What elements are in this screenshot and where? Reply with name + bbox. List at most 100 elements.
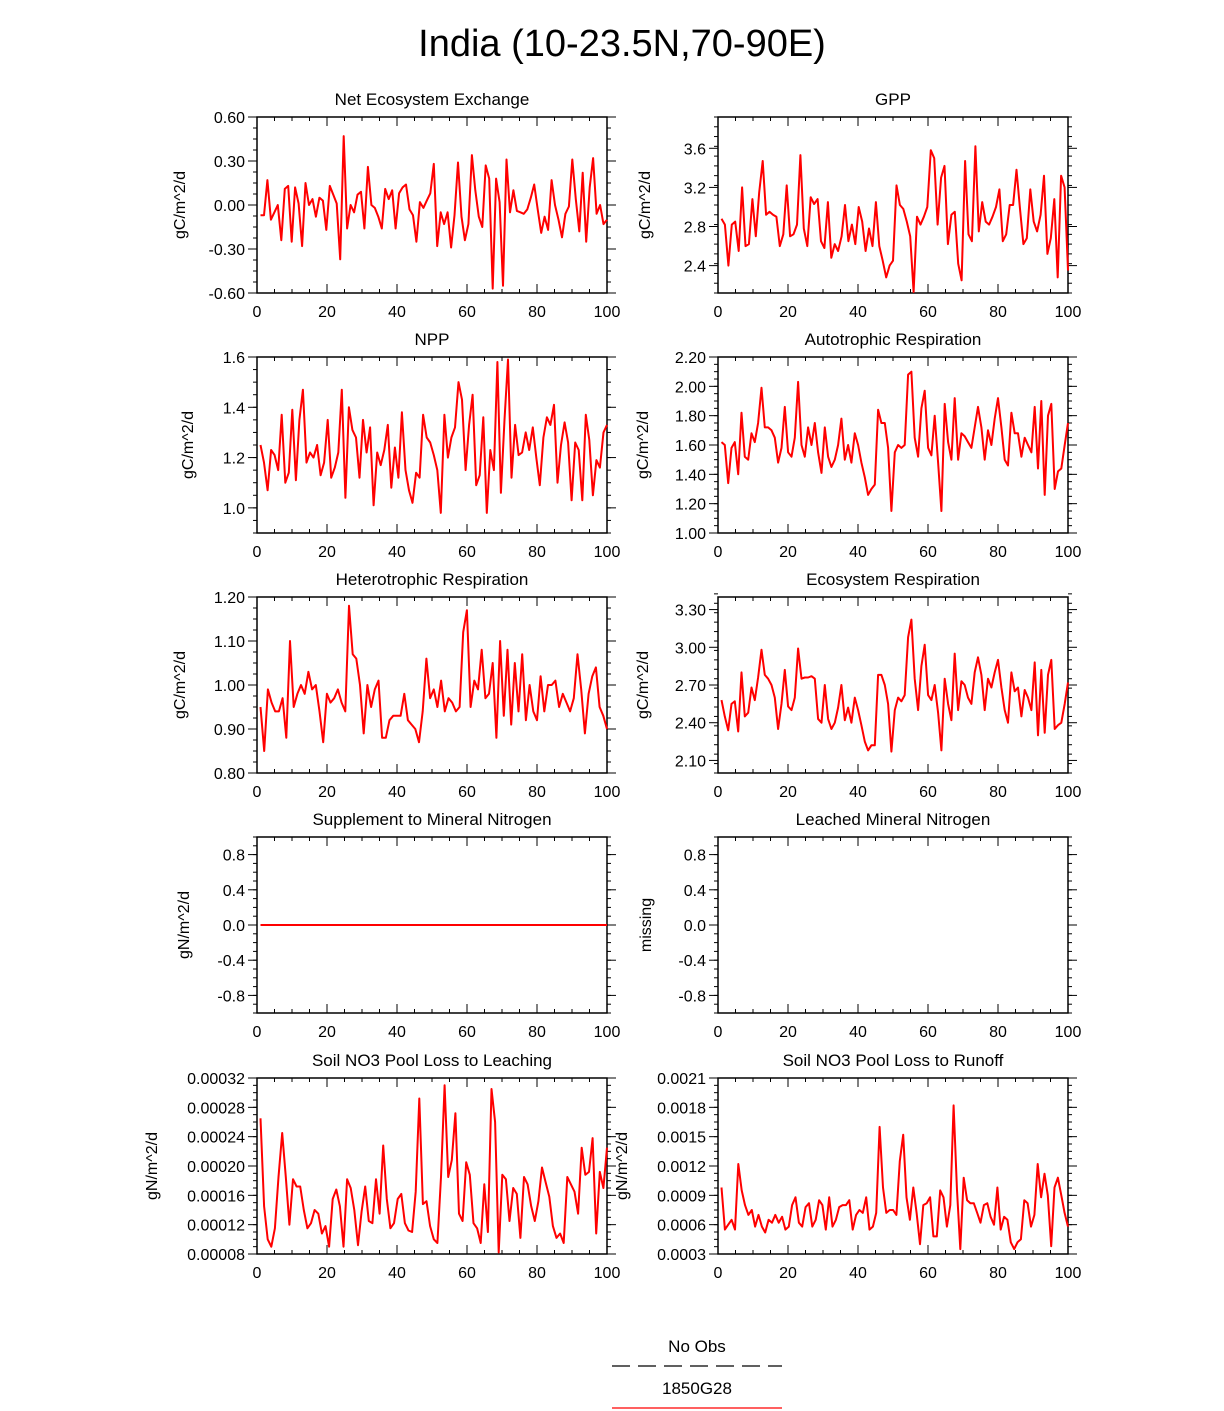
plot-frame <box>256 596 608 774</box>
y-tick-label: -0.30 <box>209 242 246 259</box>
x-tick-label: 20 <box>318 304 336 321</box>
x-tick-label: 60 <box>458 1024 476 1041</box>
x-tick-label: 0 <box>714 1024 723 1041</box>
x-tick-label: 40 <box>849 1265 867 1282</box>
y-axis-label: gC/m^2/d <box>637 171 654 239</box>
series-line-1850g28 <box>260 135 608 290</box>
y-tick-label: -0.4 <box>678 953 706 970</box>
y-tick-label: 1.80 <box>675 409 706 426</box>
chart-panel-10: 0 20 40 60 80 100 0.0003 0.0006 0.0009 0.0012 0.00… <box>614 1051 1081 1282</box>
y-axis-label: gC/m^2/d <box>172 651 189 719</box>
y-tick-label: 0.4 <box>223 883 245 900</box>
x-tick-label: 100 <box>1055 1024 1082 1041</box>
y-tick-label: -0.4 <box>217 953 245 970</box>
y-tick-label: 0.0 <box>223 918 245 935</box>
y-tick-label: 3.00 <box>675 640 706 657</box>
chart-title: Heterotrophic Respiration <box>336 570 529 589</box>
y-tick-label: 1.00 <box>214 678 245 695</box>
x-tick-label: 80 <box>989 544 1007 561</box>
y-tick-label: 0.00020 <box>187 1159 245 1176</box>
y-axis-label: gN/m^2/d <box>144 1132 161 1200</box>
chart-title: Supplement to Mineral Nitrogen <box>312 810 551 829</box>
series-line-1850g28 <box>720 1104 1069 1251</box>
chart-title: GPP <box>875 90 911 109</box>
chart-panel-9: 0 20 40 60 80 100 0.00008 0.00012 0.00016 0.00020… <box>144 1051 620 1282</box>
series-line-1850g28 <box>259 358 608 514</box>
series-line-1850g28 <box>720 145 1069 293</box>
x-tick-label: 80 <box>528 1024 546 1041</box>
series-line-1850g28 <box>720 370 1069 512</box>
x-tick-label: 60 <box>458 544 476 561</box>
x-tick-label: 80 <box>528 544 546 561</box>
x-tick-label: 0 <box>714 784 723 801</box>
y-tick-label: 0.00032 <box>187 1071 245 1088</box>
y-tick-label: -0.8 <box>678 988 706 1005</box>
x-tick-label: 20 <box>779 784 797 801</box>
chart-panel-7: 0 20 40 60 80 100 -0.8 -0.4 0.0 0.4 0.8 Supplement … <box>176 810 620 1041</box>
plot-frame <box>256 356 608 534</box>
y-tick-label: 2.10 <box>675 753 706 770</box>
y-tick-label: 0.0009 <box>657 1188 706 1205</box>
y-tick-label: 0.00008 <box>187 1247 245 1264</box>
x-tick-label: 40 <box>849 784 867 801</box>
x-tick-label: 40 <box>388 1265 406 1282</box>
x-tick-label: 100 <box>1055 304 1082 321</box>
y-tick-label: 0.0006 <box>657 1218 706 1235</box>
y-axis-label: missing <box>638 898 655 952</box>
y-tick-label: 0.90 <box>214 722 245 739</box>
legend-label-no-obs: No Obs <box>668 1337 726 1356</box>
x-tick-label: 80 <box>528 304 546 321</box>
x-tick-label: 20 <box>318 1265 336 1282</box>
y-tick-label: -0.60 <box>209 286 246 303</box>
chart-panel-5: 0 20 40 60 80 100 0.80 0.90 1.00 1.10 1.20 Heterotr… <box>172 570 620 801</box>
chart-panel-3: 0 20 40 60 80 100 1.0 1.2 1.4 1.6 NPP gC/m^2/d <box>180 330 620 561</box>
x-tick-label: 20 <box>318 1024 336 1041</box>
chart-title: Soil NO3 Pool Loss to Leaching <box>312 1051 552 1070</box>
chart-title: Leached Mineral Nitrogen <box>796 810 991 829</box>
y-tick-label: 0.00028 <box>187 1100 245 1117</box>
x-tick-label: 40 <box>388 304 406 321</box>
series-line-1850g28 <box>720 618 1069 753</box>
y-tick-label: 0.0018 <box>657 1100 706 1117</box>
y-tick-label: 1.10 <box>214 634 245 651</box>
x-tick-label: 80 <box>528 784 546 801</box>
y-tick-label: 0.80 <box>214 766 245 783</box>
y-tick-label: 3.30 <box>675 603 706 620</box>
x-tick-label: 80 <box>989 1265 1007 1282</box>
y-tick-label: 0.4 <box>684 883 706 900</box>
x-tick-label: 100 <box>594 784 621 801</box>
y-tick-label: 1.4 <box>223 400 245 417</box>
chart-title: Autotrophic Respiration <box>805 330 982 349</box>
y-tick-label: 0.0 <box>684 918 706 935</box>
x-tick-label: 60 <box>919 1024 937 1041</box>
chart-title: NPP <box>415 330 450 349</box>
x-tick-label: 40 <box>849 1024 867 1041</box>
x-tick-label: 0 <box>714 1265 723 1282</box>
y-tick-label: 1.20 <box>214 590 245 607</box>
legend-label-1850g28: 1850G28 <box>662 1379 732 1398</box>
x-tick-label: 60 <box>458 1265 476 1282</box>
y-tick-label: 0.00 <box>214 198 245 215</box>
x-tick-label: 0 <box>253 1265 262 1282</box>
y-tick-label: 0.0021 <box>657 1071 706 1088</box>
x-tick-label: 60 <box>919 1265 937 1282</box>
chart-title: Net Ecosystem Exchange <box>335 90 530 109</box>
chart-panel-1: 0 20 40 60 80 100 -0.60 -0.30 0.00 0.30 0.60 Net Ec… <box>172 90 620 321</box>
plot-frame <box>256 1077 608 1255</box>
legend: No Obs 1850G28 <box>612 1337 782 1409</box>
figure-title: India (10-23.5N,70-90E) <box>418 23 826 65</box>
chart-panel-6: 0 20 40 60 80 100 2.10 2.40 2.70 3.00 3.30 Ecosyste… <box>635 570 1081 801</box>
x-tick-label: 80 <box>989 304 1007 321</box>
y-axis-label: gN/m^2/d <box>614 1132 631 1200</box>
x-tick-label: 60 <box>919 544 937 561</box>
y-tick-label: 3.6 <box>684 141 706 158</box>
chart-panel-8: 0 20 40 60 80 100 -0.8 -0.4 0.0 0.4 0.8 Leached Min… <box>638 810 1081 1041</box>
x-tick-label: 0 <box>253 544 262 561</box>
y-axis-label: gC/m^2/d <box>635 651 652 719</box>
x-tick-label: 100 <box>594 1024 621 1041</box>
y-tick-label: 0.8 <box>223 848 245 865</box>
y-tick-label: 0.00016 <box>187 1188 245 1205</box>
y-tick-label: 0.0012 <box>657 1159 706 1176</box>
